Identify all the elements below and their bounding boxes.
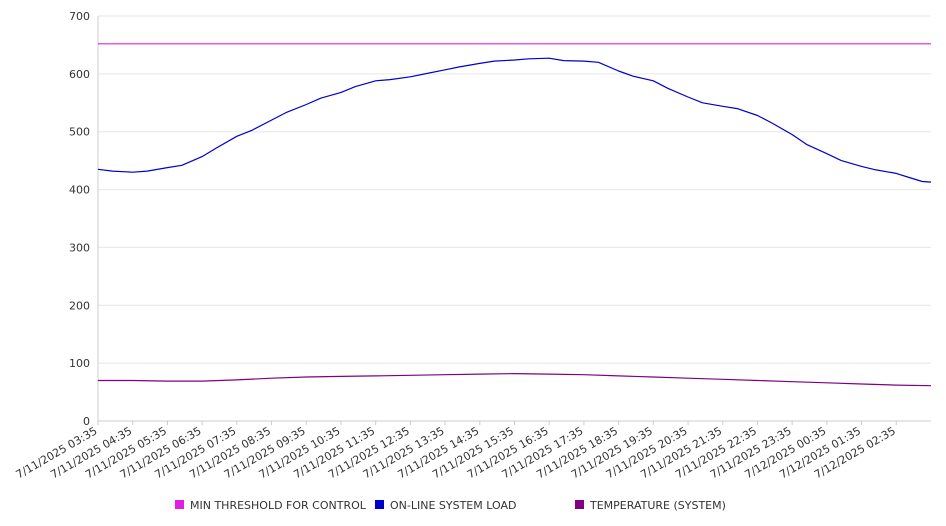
axes [97, 16, 931, 422]
series-line-2 [98, 373, 932, 387]
y-tick-label: 700 [69, 10, 90, 23]
y-axis-ticks: 0 100 200 300 400 500 600 700 [69, 10, 90, 428]
y-tick-label: 600 [69, 68, 90, 81]
legend: MIN THRESHOLD FOR CONTROL ON-LINE SYSTEM … [175, 499, 726, 512]
legend-swatch [175, 500, 184, 509]
legend-swatch [375, 500, 384, 509]
gridlines [98, 15, 931, 422]
legend-label: ON-LINE SYSTEM LOAD [390, 499, 516, 512]
legend-swatch [575, 500, 584, 509]
y-tick-label: 100 [69, 357, 90, 370]
series-lines [97, 43, 932, 387]
y-tick-label: 400 [69, 184, 90, 197]
y-tick-label: 200 [69, 299, 90, 312]
y-tick-label: 500 [69, 126, 90, 139]
x-axis-ticks: 7/11/2025 03:357/11/2025 04:357/11/2025 … [14, 421, 898, 481]
series-line-1 [97, 57, 932, 183]
legend-label: TEMPERATURE (SYSTEM) [589, 499, 726, 512]
y-tick-label: 300 [69, 241, 90, 254]
y-tick-label: 0 [83, 415, 90, 428]
legend-label: MIN THRESHOLD FOR CONTROL [190, 499, 367, 512]
